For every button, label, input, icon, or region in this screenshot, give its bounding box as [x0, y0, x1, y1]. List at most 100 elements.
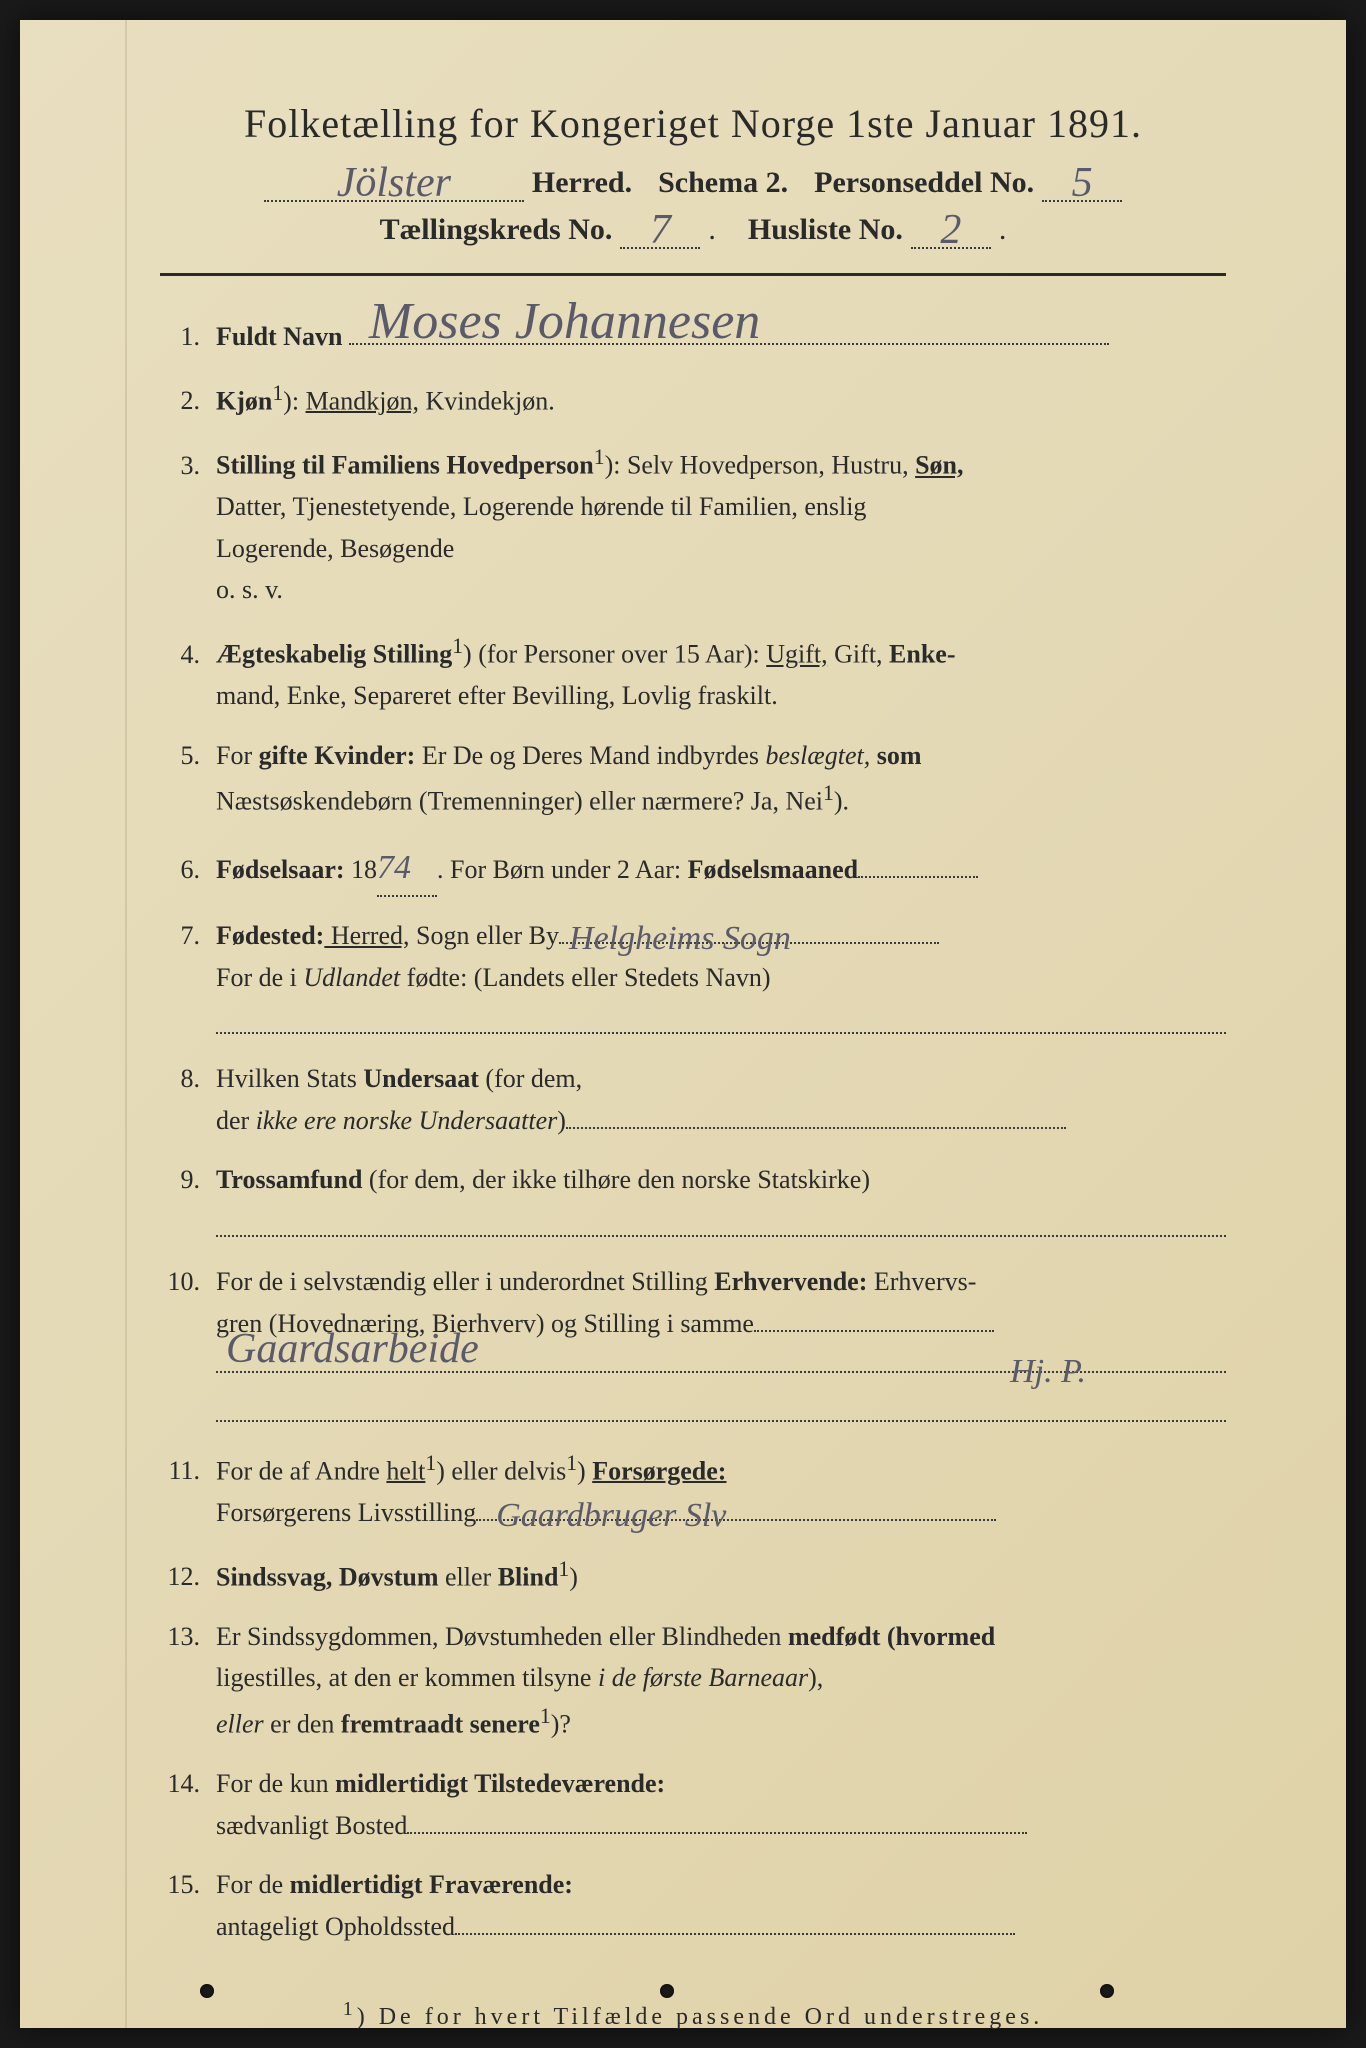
option-selected: Herred, — [324, 921, 409, 950]
page-title: Folketælling for Kongeriget Norge 1ste J… — [160, 100, 1226, 147]
text: ) eller delvis — [436, 1456, 566, 1485]
item-num: 10. — [160, 1261, 216, 1303]
taellingskreds-label: Tællingskreds No. — [380, 213, 613, 247]
text: For — [216, 741, 259, 770]
field-label: Blind — [498, 1562, 559, 1591]
text-bold: medfødt (hvormed — [788, 1622, 995, 1651]
item-num: 1. — [160, 316, 216, 358]
husliste-label: Husliste No. — [748, 213, 903, 247]
provider-field: Gaardbruger Slv — [476, 1497, 996, 1521]
item-13: 13. Er Sindssygdommen, Døvstumheden elle… — [160, 1616, 1226, 1745]
item-body: Fuldt Navn Moses Johannesen — [216, 316, 1226, 358]
occupation-note: Hj. P. — [1010, 1345, 1086, 1399]
text: der — [216, 1106, 256, 1135]
text: For de — [216, 1870, 290, 1899]
text: ) — [577, 1456, 592, 1485]
taellingskreds-value: 7 — [650, 207, 671, 253]
item-body: Hvilken Stats Undersaat (for dem, der ik… — [216, 1058, 1226, 1141]
text: Sogn eller By — [410, 921, 560, 950]
item-11: 11. For de af Andre helt1) eller delvis1… — [160, 1446, 1226, 1534]
field-label: Fuldt Navn — [216, 322, 342, 351]
item-body: For de kun midlertidigt Tilstedeværende:… — [216, 1763, 1226, 1846]
text-italic: eller — [216, 1710, 264, 1739]
field-label: Fødested: — [216, 921, 324, 950]
text: er den — [264, 1710, 341, 1739]
text: o. s. v. — [216, 575, 283, 604]
herred-field: Jölster — [264, 163, 524, 202]
dotted-line — [216, 1207, 1226, 1237]
sup: 1 — [558, 1557, 569, 1581]
item-body: Ægteskabelig Stilling1) (for Personer ov… — [216, 629, 1226, 717]
item-body: Er Sindssygdommen, Døvstumheden eller Bl… — [216, 1616, 1226, 1745]
provider-value: Gaardbruger Slv — [496, 1489, 726, 1543]
text: ) (for Personer over 15 Aar): — [463, 640, 766, 669]
text: ): Selv Hovedperson, Hustru, — [605, 451, 916, 480]
item-body: Stilling til Familiens Hovedperson1): Se… — [216, 440, 1226, 611]
item-num: 3. — [160, 445, 216, 487]
item-body: For gifte Kvinder: Er De og Deres Mand i… — [216, 735, 1226, 823]
item-1: 1. Fuldt Navn Moses Johannesen — [160, 316, 1226, 358]
month-field — [858, 854, 978, 878]
text: Næstsøskendebørn (Tremenninger) eller næ… — [216, 787, 823, 816]
punch-hole-icon — [660, 1984, 674, 1998]
field-label: Forsørgede: — [592, 1456, 726, 1485]
field-label: Undersaat — [363, 1064, 479, 1093]
text: ) — [569, 1562, 578, 1591]
text: For de i selvstændig eller i underordnet… — [216, 1267, 714, 1296]
text: ), — [808, 1663, 823, 1692]
personseddel-label: Personseddel No. — [814, 166, 1034, 200]
personseddel-value: 5 — [1072, 160, 1093, 206]
sup: 1 — [343, 1998, 357, 2020]
item-body: Fødselsaar: 1874. For Børn under 2 Aar: … — [216, 841, 1226, 897]
field-label: Stilling til Familiens Hovedperson — [216, 451, 594, 480]
item-num: 6. — [160, 849, 216, 891]
sup: 1 — [594, 445, 605, 469]
item-5: 5. For gifte Kvinder: Er De og Deres Man… — [160, 735, 1226, 823]
text: ) — [557, 1106, 566, 1135]
year-value: 74 — [377, 841, 437, 897]
item-num: 8. — [160, 1058, 216, 1100]
empty-field — [455, 1911, 1015, 1935]
schema-label: Schema 2. — [658, 166, 788, 200]
option-selected: Søn, — [915, 451, 963, 480]
dotted-line — [216, 1004, 1226, 1034]
text-italic: Udlandet — [303, 963, 400, 992]
footnote: 1) De for hvert Tilfælde passende Ord un… — [160, 1998, 1226, 2031]
text: Forsørgerens Livsstilling — [216, 1498, 476, 1527]
husliste-field: 2 — [911, 210, 991, 249]
field-label: Fødselsaar: — [216, 855, 345, 884]
text: eller — [439, 1562, 498, 1591]
divider — [160, 273, 1226, 276]
text: . For Børn under 2 Aar: — [437, 855, 688, 884]
name-value: Moses Johannesen — [369, 301, 760, 343]
item-body: For de i selvstændig eller i underordnet… — [216, 1261, 1226, 1428]
field-label: Ægteskabelig Stilling — [216, 640, 452, 669]
herred-label: Herred. — [532, 166, 632, 200]
sup: 1 — [566, 1451, 577, 1475]
text-italic: i de første Barneaar — [598, 1663, 808, 1692]
item-14: 14. For de kun midlertidigt Tilstedevære… — [160, 1763, 1226, 1846]
sup: 1 — [272, 381, 283, 405]
husliste-value: 2 — [940, 207, 961, 253]
item-num: 9. — [160, 1159, 216, 1201]
item-9: 9. Trossamfund (for dem, der ikke tilhør… — [160, 1159, 1226, 1243]
item-num: 11. — [160, 1450, 216, 1492]
sup: 1 — [452, 634, 463, 658]
text: sædvanligt Bosted — [216, 1811, 407, 1840]
punch-hole-icon — [1100, 1984, 1114, 1998]
name-field: Moses Johannesen — [349, 321, 1109, 345]
text: For de i — [216, 963, 303, 992]
birthplace-value: Helgheims Sogn — [569, 912, 791, 966]
sup: 1 — [425, 1451, 436, 1475]
field-label: Kjøn — [216, 386, 272, 415]
punch-hole-icon — [200, 1984, 214, 1998]
item-body: For de af Andre helt1) eller delvis1) Fo… — [216, 1446, 1226, 1534]
text-bold: fremtraadt senere — [341, 1710, 540, 1739]
text: antageligt Opholdssted — [216, 1912, 455, 1941]
field-label: Sindssvag, Døvstum — [216, 1562, 439, 1591]
item-num: 5. — [160, 735, 216, 777]
field-label: midlertidigt Tilstedeværende: — [335, 1769, 665, 1798]
item-num: 14. — [160, 1763, 216, 1805]
item-body: Trossamfund (for dem, der ikke tilhøre d… — [216, 1159, 1226, 1243]
item-num: 2. — [160, 380, 216, 422]
